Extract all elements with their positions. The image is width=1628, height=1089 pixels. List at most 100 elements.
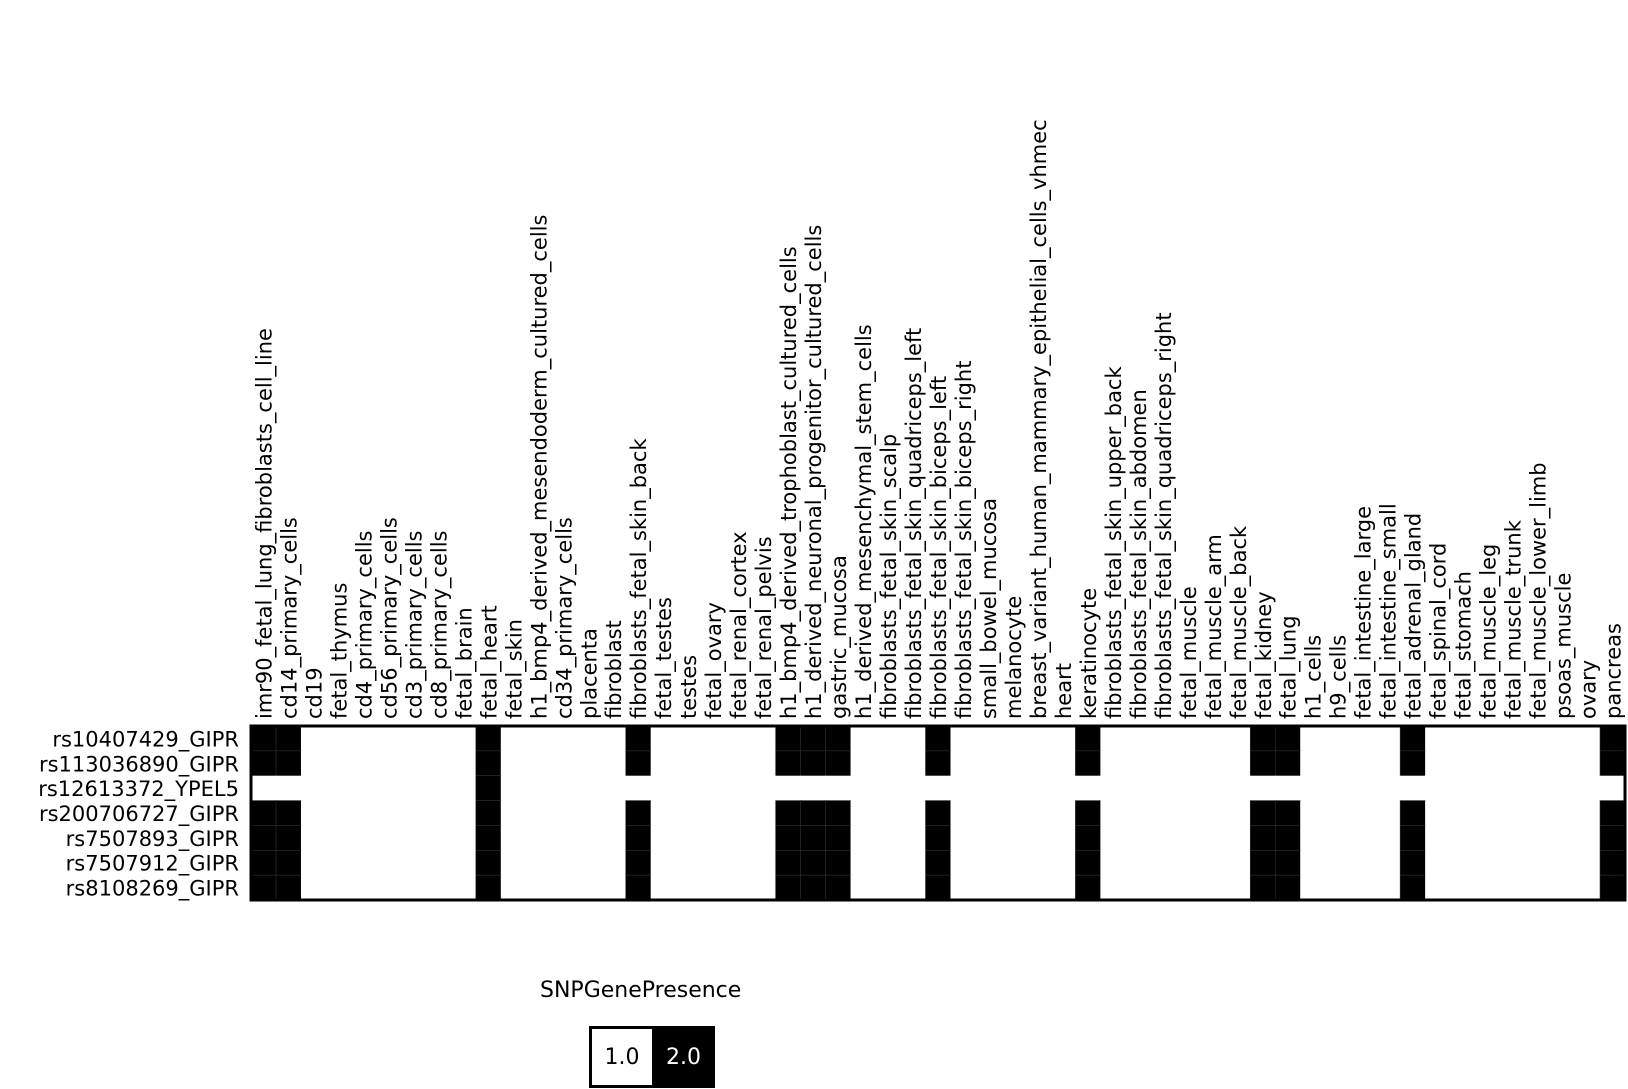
column-label: cd8_primary_cells [427, 531, 452, 720]
heatmap-cell [475, 849, 502, 876]
heatmap-cell [700, 850, 726, 876]
column-label: h9_cells [1327, 635, 1352, 719]
heatmap-cell [575, 726, 602, 752]
heatmap-cell [1125, 850, 1151, 876]
row-label: rs8108269_GIPR [66, 877, 239, 902]
heatmap-cell [950, 850, 976, 876]
heatmap-cell [775, 800, 802, 827]
heatmap-cell [1274, 750, 1301, 777]
heatmap-cell [1399, 750, 1426, 777]
column-label: fetal_testes [652, 597, 677, 719]
heatmap-cell [450, 726, 477, 752]
heatmap-cell [1300, 775, 1326, 801]
column-label: fetal_thymus [327, 583, 352, 719]
heatmap-cell [1550, 726, 1576, 752]
heatmap-cell [1500, 825, 1526, 851]
heatmap-cell [1325, 726, 1351, 752]
heatmap-cell [275, 849, 302, 876]
heatmap-cell [700, 750, 726, 777]
heatmap-cell [525, 800, 552, 826]
column-label: fetal_muscle_arm [1202, 534, 1227, 719]
heatmap-cell [1550, 775, 1576, 801]
heatmap-cell [500, 726, 527, 752]
heatmap-cell [975, 825, 1001, 851]
column-label: cd4_primary_cells [352, 531, 377, 720]
heatmap-cell [1200, 850, 1226, 876]
heatmap-cell [750, 775, 776, 801]
heatmap-cell [1000, 875, 1026, 901]
heatmap-cell [275, 725, 302, 752]
heatmap-cell [575, 875, 602, 901]
column-label: fetal_intestine_small [1377, 503, 1402, 719]
heatmap-cell [550, 775, 577, 801]
heatmap-cell [1150, 726, 1176, 752]
heatmap-cell [1025, 775, 1051, 801]
heatmap-cell [1350, 775, 1376, 801]
heatmap-cell [425, 875, 452, 901]
legend-swatch-low: 1.0 [589, 1026, 652, 1088]
heatmap-cell [900, 775, 926, 801]
heatmap-cell [550, 875, 577, 901]
heatmap-cell [1125, 750, 1151, 777]
heatmap-cell [1150, 825, 1176, 851]
heatmap-cell [550, 750, 577, 777]
heatmap-cell [825, 874, 852, 901]
heatmap-cell [1050, 825, 1076, 851]
column-label: h1_bmp4_derived_mesendoderm_cultured_cel… [527, 215, 552, 719]
heatmap-cell [1150, 875, 1176, 901]
heatmap-cell [700, 875, 726, 901]
heatmap-cell [925, 874, 952, 901]
heatmap-cell [1350, 825, 1376, 851]
heatmap-cell [550, 850, 577, 876]
heatmap-cell [675, 750, 701, 777]
heatmap-cell [1225, 825, 1251, 851]
heatmap-cell [1200, 875, 1226, 901]
heatmap-cell [525, 875, 552, 901]
heatmap-cell [1075, 825, 1101, 851]
heatmap-cell [625, 825, 652, 851]
heatmap-cell [475, 775, 502, 802]
heatmap-cell [1350, 750, 1376, 777]
heatmap-cell [850, 825, 876, 851]
heatmap-cell [575, 800, 602, 826]
column-label: heart [1052, 663, 1076, 719]
heatmap-cell [1150, 850, 1176, 876]
column-label: fetal_muscle_leg [1477, 544, 1502, 719]
heatmap-cell [1425, 875, 1451, 901]
heatmap-cell [1500, 875, 1526, 901]
heatmap-cell [1425, 850, 1451, 876]
heatmap-cell [1399, 825, 1426, 851]
heatmap-cell [1025, 850, 1051, 876]
column-label: h1_derived_mesenchymal_stem_cells [852, 324, 877, 719]
column-label: fetal_renal_pelvis [752, 536, 777, 719]
heatmap-cell [1375, 726, 1401, 752]
heatmap-cell [800, 775, 826, 801]
column-label: cd14_primary_cells [277, 517, 302, 719]
heatmap-cell [425, 850, 452, 876]
heatmap-cell [1125, 726, 1151, 752]
heatmap-cell [1525, 875, 1551, 901]
heatmap-cell [1575, 850, 1601, 876]
heatmap-cell [1375, 875, 1401, 901]
heatmap-cell [625, 800, 652, 827]
heatmap-cell [1300, 726, 1326, 752]
heatmap-cell [1599, 874, 1626, 901]
column-label: fetal_kidney [1252, 591, 1277, 719]
heatmap-cell [600, 726, 627, 752]
heatmap-cell [325, 800, 352, 826]
heatmap-cell [1450, 800, 1476, 826]
heatmap-cell [825, 725, 852, 752]
heatmap-cell [1475, 825, 1501, 851]
heatmap-cell [1225, 850, 1251, 876]
heatmap-cell [750, 800, 776, 826]
heatmap-cell [1150, 800, 1176, 826]
heatmap-cell [500, 825, 527, 851]
heatmap-cell [1425, 775, 1451, 801]
heatmap-cell [525, 825, 552, 851]
heatmap-cell [1100, 775, 1126, 801]
column-label: fetal_heart [477, 605, 502, 719]
heatmap-cell [600, 875, 627, 901]
heatmap-cell [350, 800, 377, 826]
heatmap-cell [775, 725, 802, 752]
heatmap-cell [800, 825, 827, 851]
